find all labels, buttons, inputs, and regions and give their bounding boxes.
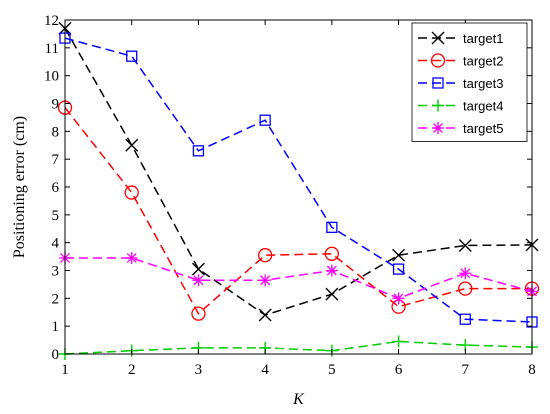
data-point-target5 bbox=[325, 264, 338, 277]
data-point-target1 bbox=[258, 308, 272, 322]
legend-marker bbox=[430, 53, 446, 68]
legend-entry-target1: target1 bbox=[418, 31, 503, 46]
series-line-target4 bbox=[64, 340, 533, 355]
data-point-target3 bbox=[459, 313, 471, 325]
series-line-target2 bbox=[64, 107, 532, 315]
y-axis-title: Positioning error (cm) bbox=[11, 116, 28, 258]
data-point-target1 bbox=[458, 238, 472, 252]
series-line-target5 bbox=[65, 257, 533, 300]
legend-marker bbox=[431, 31, 445, 45]
data-point-target3 bbox=[326, 221, 338, 234]
legend-entry-target5: target5 bbox=[418, 121, 503, 136]
y-tick-label: 6 bbox=[52, 180, 60, 196]
data-point-target5 bbox=[192, 274, 205, 287]
legend-label: target5 bbox=[463, 121, 503, 136]
data-point-target1 bbox=[325, 287, 339, 301]
legend-entry-target3: target3 bbox=[418, 76, 503, 91]
x-axis-title: K bbox=[292, 391, 305, 408]
legend-label: target2 bbox=[463, 54, 503, 69]
legend-label: target3 bbox=[463, 76, 503, 91]
data-point-target3 bbox=[192, 145, 205, 157]
data-point-target2 bbox=[324, 246, 340, 261]
legend-marker bbox=[432, 77, 444, 89]
legend-entry-target4: target4 bbox=[418, 99, 503, 114]
series-line-target3 bbox=[64, 37, 533, 323]
data-point-target5 bbox=[459, 267, 472, 280]
data-point-target5 bbox=[125, 251, 138, 264]
legend-marker bbox=[432, 99, 444, 112]
data-point-target2 bbox=[458, 281, 473, 296]
plot-frame bbox=[64, 19, 533, 355]
legend-marker bbox=[432, 122, 444, 134]
x-tick-label: 6 bbox=[395, 362, 403, 378]
y-tick-label: 11 bbox=[45, 41, 59, 57]
y-tick-label: 12 bbox=[44, 13, 59, 29]
y-tick-label: 2 bbox=[52, 291, 60, 307]
y-tick-label: 4 bbox=[52, 236, 60, 252]
data-point-target3 bbox=[392, 263, 405, 275]
data-point-target2 bbox=[257, 248, 273, 263]
x-tick-label: 3 bbox=[195, 362, 203, 378]
x-tick-label: 5 bbox=[328, 362, 336, 378]
data-point-target1 bbox=[191, 262, 205, 276]
y-tick-label: 0 bbox=[52, 347, 60, 363]
legend: target1 target2 target3 target4 target5 bbox=[411, 22, 528, 142]
data-point-target2 bbox=[191, 306, 206, 321]
x-tick-label: 8 bbox=[528, 362, 536, 378]
x-tick-label: 7 bbox=[462, 362, 470, 378]
x-tick-label: 2 bbox=[128, 362, 136, 378]
legend-entry-target2: target2 bbox=[418, 53, 503, 69]
series-line-target1 bbox=[64, 27, 533, 316]
data-point-target5 bbox=[392, 292, 405, 305]
y-tick-label: 9 bbox=[52, 97, 60, 113]
legend-label: target4 bbox=[463, 99, 503, 114]
y-tick-label: 10 bbox=[44, 69, 59, 85]
y-tick-label: 8 bbox=[52, 124, 60, 140]
x-tick-label: 4 bbox=[261, 362, 269, 378]
data-point-target3 bbox=[259, 114, 271, 126]
y-tick-label: 1 bbox=[52, 319, 60, 335]
data-point-target1 bbox=[392, 248, 406, 262]
data-point-target5 bbox=[259, 274, 272, 287]
y-tick-label: 5 bbox=[52, 208, 60, 224]
data-point-target1 bbox=[125, 138, 139, 152]
y-tick-label: 3 bbox=[52, 264, 60, 280]
series-layer bbox=[57, 21, 540, 360]
legend-box bbox=[411, 22, 528, 142]
data-point-target4 bbox=[392, 335, 405, 348]
data-point-target2 bbox=[124, 185, 139, 200]
legend-label: target1 bbox=[463, 31, 503, 46]
series-target1 bbox=[58, 21, 539, 322]
y-tick-label: 7 bbox=[52, 152, 60, 168]
x-tick-label: 1 bbox=[61, 362, 69, 378]
data-point-target3 bbox=[126, 50, 138, 62]
